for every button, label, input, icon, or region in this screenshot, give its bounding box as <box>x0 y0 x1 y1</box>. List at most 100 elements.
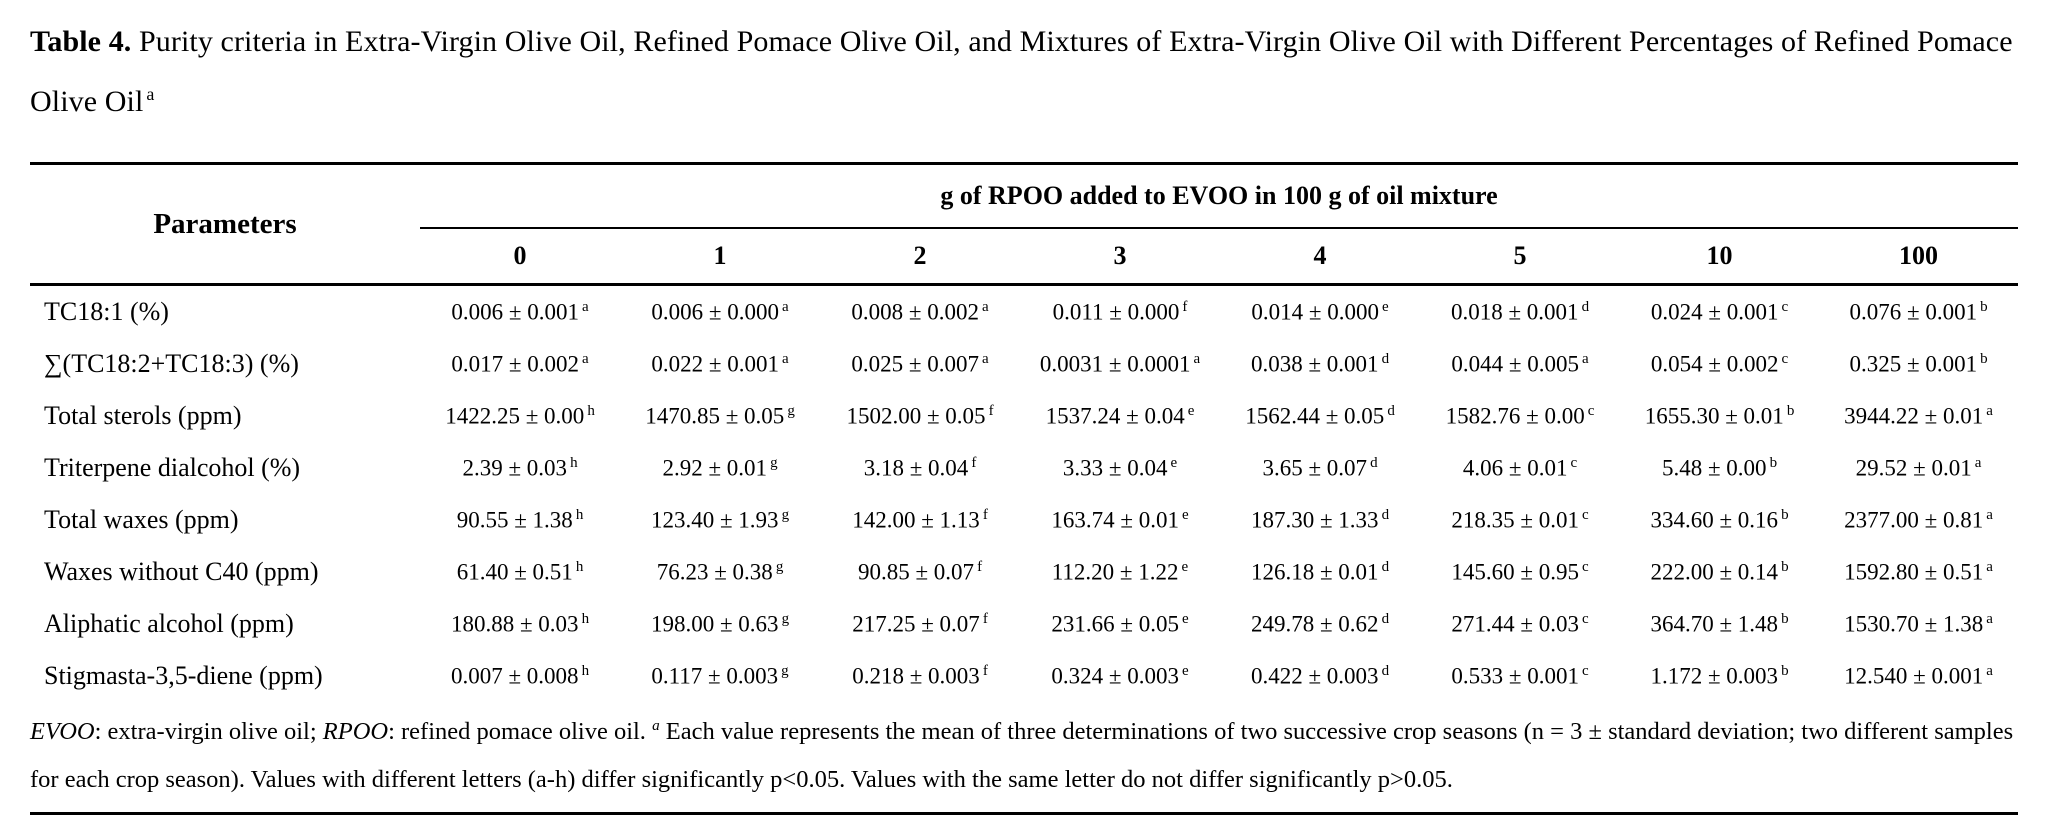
value-cell: 3944.22 ± 0.01 a <box>1844 402 1993 429</box>
value-cell: 0.018 ± 0.001 d <box>1450 298 1590 325</box>
column-header-row: 0 1 2 3 4 5 10 100 <box>30 228 2019 286</box>
significance-letter: d <box>1381 506 1390 523</box>
value-cell: 0.024 ± 0.001 c <box>1650 298 1789 325</box>
value-cell: 0.007 ± 0.008 h <box>450 662 590 689</box>
significance-letter: c <box>1581 558 1589 575</box>
value-cell: 1592.80 ± 0.51 a <box>1844 558 1993 585</box>
value-cell: 0.422 ± 0.003 d <box>1250 662 1390 689</box>
title-footnote-marker: a <box>146 84 155 104</box>
value-cell: 126.18 ± 0.01 d <box>1250 558 1390 585</box>
value-cell: 0.054 ± 0.002 c <box>1650 350 1789 377</box>
footnote-segment: : refined pomace olive oil. <box>388 718 653 745</box>
significance-letter: e <box>1181 506 1189 523</box>
value-cell: 0.076 ± 0.001 b <box>1849 298 1988 325</box>
value-cell: 0.325 ± 0.001 b <box>1849 350 1988 377</box>
significance-letter: g <box>775 558 784 575</box>
significance-letter: b <box>1980 350 1988 367</box>
table-title-text: Purity criteria in Extra-Virgin Olive Oi… <box>30 25 2013 118</box>
significance-letter: h <box>581 662 590 679</box>
significance-letter: d <box>1370 454 1378 471</box>
value-cell: 3.33 ± 0.04 e <box>1062 454 1178 481</box>
column-header-0: 0 <box>420 228 620 286</box>
significance-letter: c <box>1581 610 1589 627</box>
table-row: Waxes without C40 (ppm) 61.40 ± 0.51 h 76.2… <box>30 546 2018 598</box>
value-cell: 1502.00 ± 0.05 f <box>846 402 994 429</box>
value-cell: 0.022 ± 0.001 a <box>651 350 789 377</box>
value-cell: 0.533 ± 0.001 c <box>1451 662 1589 689</box>
significance-letter: d <box>1381 662 1390 679</box>
significance-letter: f <box>982 662 988 679</box>
value-cell: 142.00 ± 1.13 f <box>852 506 988 533</box>
significance-letter: b <box>1781 558 1789 575</box>
table-row: Aliphatic alcohol (ppm) 180.88 ± 0.03 h 198… <box>30 598 2018 650</box>
significance-letter: a <box>781 298 789 315</box>
value-cell: 334.60 ± 0.16 b <box>1650 506 1789 533</box>
significance-letter: c <box>1581 662 1589 679</box>
significance-letter: g <box>781 610 790 627</box>
footnote-segment: Each value represents the mean of three … <box>30 718 2014 793</box>
significance-letter: c <box>1570 454 1578 471</box>
value-cell: 0.011 ± 0.000 f <box>1052 298 1188 325</box>
footnote-segment: a <box>652 716 660 734</box>
significance-letter: g <box>781 662 789 679</box>
value-cell: 29.52 ± 0.01 a <box>1855 454 1982 481</box>
value-cell: 0.017 ± 0.002 a <box>451 350 589 377</box>
value-cell: 198.00 ± 0.63 g <box>650 610 790 637</box>
significance-letter: d <box>1581 298 1590 315</box>
value-cell: 5.48 ± 0.00 b <box>1661 454 1778 481</box>
significance-letter: c <box>1781 298 1789 315</box>
value-cell: 1530.70 ± 1.38 a <box>1844 610 1993 637</box>
value-cell: 187.30 ± 1.33 d <box>1250 506 1390 533</box>
parameter-name: Stigmasta-3,5-diene (ppm) <box>44 661 323 690</box>
table-row: ∑(TC18:2+TC18:3) (%) 0.017 ± 0.002 a 0.022 … <box>30 338 2018 390</box>
purity-criteria-table: Parameters g of RPOO added to EVOO in 10… <box>30 162 2019 815</box>
value-cell: 145.60 ± 0.95 c <box>1451 558 1589 585</box>
significance-letter: a <box>1986 558 1993 575</box>
table-number-label: Table 4. <box>30 25 132 58</box>
footnote-segment: RPOO <box>322 718 389 745</box>
footnote: EVOO: extra-virgin olive oil; RPOO: refi… <box>30 702 2019 815</box>
significance-letter: c <box>1781 350 1789 367</box>
significance-letter: a <box>1986 610 1993 627</box>
significance-letter: a <box>581 298 589 315</box>
value-cell: 1470.85 ± 0.05 g <box>645 402 795 429</box>
significance-letter: h <box>587 402 595 419</box>
value-cell: 76.23 ± 0.38 g <box>656 558 784 585</box>
group-column-header: g of RPOO added to EVOO in 100 g of oil … <box>420 163 2019 229</box>
value-cell: 0.044 ± 0.005 a <box>1451 350 1589 377</box>
significance-letter: a <box>981 298 989 315</box>
group-header-row: Parameters g of RPOO added to EVOO in 10… <box>30 163 2019 286</box>
significance-letter: a <box>1581 350 1589 367</box>
value-cell: 90.55 ± 1.38 h <box>456 506 584 533</box>
significance-letter: e <box>1181 662 1189 679</box>
value-cell: 0.324 ± 0.003 e <box>1051 662 1189 689</box>
significance-letter: a <box>1986 402 1993 419</box>
significance-letter: d <box>1381 558 1390 575</box>
value-cell: 364.70 ± 1.48 b <box>1650 610 1789 637</box>
value-cell: 1422.25 ± 0.00 h <box>445 402 595 429</box>
significance-letter: b <box>1781 662 1789 679</box>
table-row: Triterpene dialcohol (%) 2.39 ± 0.03 h 2.92… <box>30 442 2018 494</box>
parameter-name: Total sterols (ppm) <box>44 401 242 430</box>
significance-letter: a <box>1193 350 1201 367</box>
value-cell: 3.65 ± 0.07 d <box>1262 454 1378 481</box>
value-cell: 3.18 ± 0.04 f <box>863 454 977 481</box>
significance-letter: h <box>575 506 584 523</box>
value-cell: 1582.76 ± 0.00 c <box>1445 402 1595 429</box>
significance-letter: g <box>781 506 790 523</box>
significance-letter: e <box>1181 558 1189 575</box>
value-cell: 2377.00 ± 0.81 a <box>1844 506 1993 533</box>
table-foot: EVOO: extra-virgin olive oil; RPOO: refi… <box>30 702 2019 815</box>
value-cell: 222.00 ± 0.14 b <box>1650 558 1789 585</box>
significance-letter: e <box>1181 610 1189 627</box>
value-cell: 163.74 ± 0.01 e <box>1051 506 1189 533</box>
column-header-1: 1 <box>620 228 820 286</box>
significance-letter: b <box>1781 506 1789 523</box>
value-cell: 0.008 ± 0.002 a <box>851 298 989 325</box>
value-cell: 271.44 ± 0.03 c <box>1451 610 1589 637</box>
value-cell: 1655.30 ± 0.01 b <box>1644 402 1795 429</box>
parameter-name: Aliphatic alcohol (ppm) <box>44 609 294 638</box>
parameter-name: Waxes without C40 (ppm) <box>44 557 319 586</box>
value-cell: 180.88 ± 0.03 h <box>450 610 590 637</box>
value-cell: 249.78 ± 0.62 d <box>1250 610 1390 637</box>
